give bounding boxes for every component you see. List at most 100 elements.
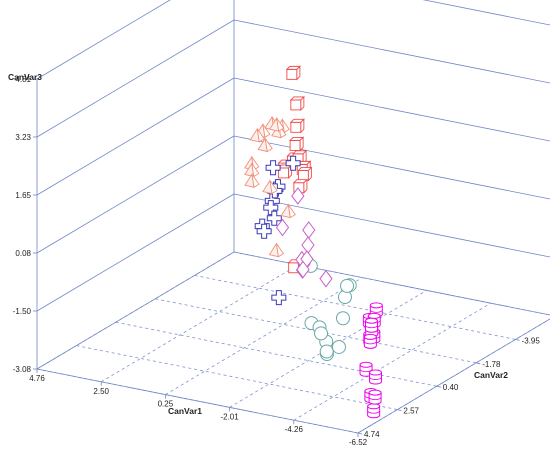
cylinder-point (367, 403, 381, 419)
back-wall-gridline (36, 77, 235, 196)
cylinder-band (369, 309, 383, 313)
x-axis-line (36, 368, 359, 434)
cross-point (265, 160, 281, 176)
diamond-point (301, 236, 315, 254)
back-wall-gridline (36, 251, 235, 370)
cross-point (271, 290, 287, 306)
floor-gridline (100, 264, 299, 383)
cross-point (266, 210, 282, 226)
cylinder-band (365, 325, 378, 329)
y-tick-label: 4.74 (364, 430, 380, 439)
pyramid-point (268, 242, 285, 258)
cylinder-body (363, 336, 377, 349)
cylinder-point (369, 369, 383, 385)
diamond-shape (302, 221, 316, 239)
cylinder-band (367, 410, 381, 414)
cylinder-top (368, 389, 382, 396)
diamond-shape (275, 218, 290, 237)
back-wall-gridline (36, 19, 235, 138)
back-wall-gridline (233, 19, 550, 84)
circle-shape (314, 326, 329, 341)
pyramid-right (287, 204, 296, 219)
pyramid-right (276, 117, 285, 132)
cylinder-body (365, 320, 379, 333)
z-axis-title: CanVar3 (8, 72, 42, 82)
cross-point (256, 223, 272, 239)
pyramid-right (262, 123, 271, 138)
back-wall-gridline (36, 193, 235, 312)
cylinder-top (367, 312, 381, 319)
y-tick-label: -3.95 (522, 336, 541, 345)
cross-shape (266, 210, 282, 226)
cylinder-top (363, 333, 377, 340)
floor-gridline (115, 321, 437, 387)
cylinder-point (368, 389, 382, 405)
cube-point (289, 118, 305, 134)
cylinder-point (365, 317, 379, 333)
cylinder-top (365, 317, 379, 324)
cylinder-top (359, 361, 373, 368)
z-tick-label: 1.65 (15, 191, 31, 200)
cylinder-body (367, 406, 381, 419)
diamond-point (275, 218, 290, 237)
circle-point (340, 278, 355, 293)
cube-side (302, 149, 307, 165)
pyramid-right (281, 119, 290, 134)
circle-shape (335, 311, 350, 326)
circle-point (331, 339, 346, 354)
cube-front (290, 99, 302, 111)
circle-point (319, 344, 334, 359)
data-points (244, 65, 383, 419)
cross-shape (285, 155, 301, 171)
y-tick-mark (357, 432, 363, 435)
y-axis-line (357, 318, 550, 434)
cube-front (286, 68, 298, 80)
circle-point (314, 326, 329, 341)
circle-shape (319, 344, 334, 359)
cube-point (292, 178, 308, 194)
cube-front (289, 140, 301, 151)
cylinder-body (369, 372, 383, 385)
y-tick-label: 0.40 (443, 383, 459, 392)
back-wall-gridline (36, 0, 171, 80)
cube-point (285, 65, 301, 81)
cross-shape (256, 223, 272, 239)
cube-point (297, 166, 313, 182)
diamond-shape (291, 187, 305, 205)
cross-point (285, 155, 301, 171)
z-tick-label: -3.08 (13, 365, 32, 374)
cube-front (290, 121, 302, 133)
cube-side (299, 136, 304, 152)
pyramid-point (257, 137, 273, 153)
x-tick-label: -6.52 (349, 438, 368, 447)
pyramid-point (249, 127, 265, 143)
x-tick-label: 4.76 (29, 374, 45, 383)
back-wall-gridline (233, 77, 550, 142)
y-tick-mark (515, 339, 520, 341)
cube-point (289, 136, 305, 152)
cube-point (289, 95, 305, 111)
diamond-point (296, 260, 310, 279)
back-wall-gridline (233, 135, 550, 200)
diamond-point (319, 269, 333, 288)
cube-side (303, 178, 308, 194)
cube-front (297, 170, 309, 181)
cylinder-band (369, 376, 382, 380)
cross-shape (265, 160, 281, 176)
pyramid-point (244, 162, 260, 178)
cylinder-band (368, 396, 382, 401)
pyramid-right (256, 128, 265, 143)
pyramid-point (262, 179, 278, 195)
x-axis-title: CanVar1 (168, 406, 202, 416)
diamond-point (291, 187, 305, 205)
pyramid-point (269, 116, 285, 132)
axes-frame (33, 0, 550, 437)
cylinder-band (363, 341, 377, 345)
floor-gridline (76, 345, 398, 410)
pyramid-right (251, 173, 260, 188)
cylinder-point (363, 333, 377, 349)
pyramid-right (269, 180, 278, 195)
x-tick-label: 0.25 (158, 400, 174, 409)
circle-shape (331, 339, 346, 354)
